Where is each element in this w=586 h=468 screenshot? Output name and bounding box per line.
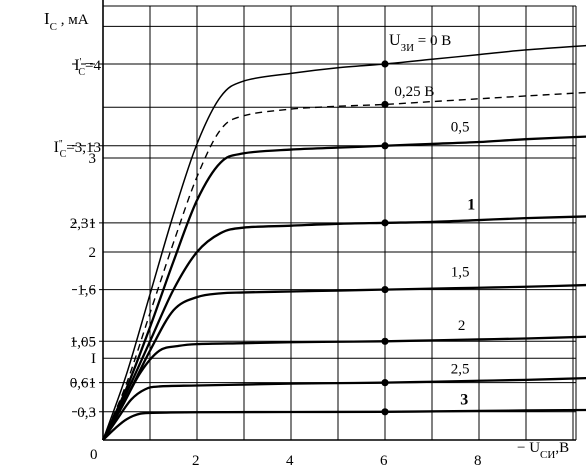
y-special-label-1: I'' С=3,13 [54, 138, 101, 160]
axes [102, 0, 576, 441]
y-special-label-0: I' С=4 [74, 57, 101, 79]
y-tick-label: 0,61 [70, 376, 96, 392]
y-tick-label: 2 [89, 245, 97, 261]
y-tick-label: 1,6 [77, 283, 96, 299]
reference-lines [72, 63, 103, 413]
legend-ugs-0: UЗИ = 0 В [389, 32, 451, 54]
curve-marker-3 [381, 219, 389, 227]
curve-marker-6 [381, 379, 389, 387]
y-tick-label: 1,05 [70, 334, 96, 350]
curve-series-4 [101, 283, 586, 441]
y-tick-label: 2,31 [70, 216, 96, 232]
curve-label-2: 1 [467, 197, 475, 214]
curve-marker-1 [381, 100, 389, 109]
curve-series-7 [102, 408, 586, 441]
curve-series-5 [102, 335, 586, 441]
curve-series-3 [101, 215, 586, 441]
curve-label-1: 0,5 [451, 120, 470, 136]
curve-series-1 [102, 91, 586, 441]
y-tick-label: 3 [89, 151, 97, 167]
curve-marker-4 [381, 286, 389, 294]
curve-series-6 [102, 376, 586, 441]
curve-label-6: 3 [460, 391, 468, 408]
labels: IС , мА − UСИ,В 0 UЗИ = 0 В 2 4 6 8 0,3 0,61 I… [44, 9, 569, 468]
x-tick-label: 2 [192, 453, 200, 468]
y-tick-label: I [91, 351, 96, 367]
curves [101, 44, 586, 441]
curve-marker-7 [381, 408, 389, 416]
curve-marker-0 [381, 60, 389, 68]
curve-label-4: 2 [458, 318, 466, 334]
y-tick-label: 0,3 [77, 405, 96, 421]
curve-label-0: 0,25 В [394, 84, 434, 100]
curve-series-0 [102, 44, 586, 441]
x-tick-label: 4 [286, 453, 294, 468]
curve-series-2 [101, 135, 586, 441]
origin-label: 0 [90, 447, 98, 463]
y-axis-label: IС , мА [44, 9, 89, 33]
curve-label-3: 1,5 [451, 264, 470, 280]
x-axis-label: − UСИ,В [517, 440, 569, 461]
markers [381, 60, 389, 416]
x-tick-label: 8 [474, 453, 482, 468]
curve-label-5: 2,5 [451, 361, 470, 377]
x-tick-label: 6 [380, 453, 388, 468]
curve-marker-5 [381, 337, 389, 345]
curve-marker-2 [381, 142, 389, 150]
